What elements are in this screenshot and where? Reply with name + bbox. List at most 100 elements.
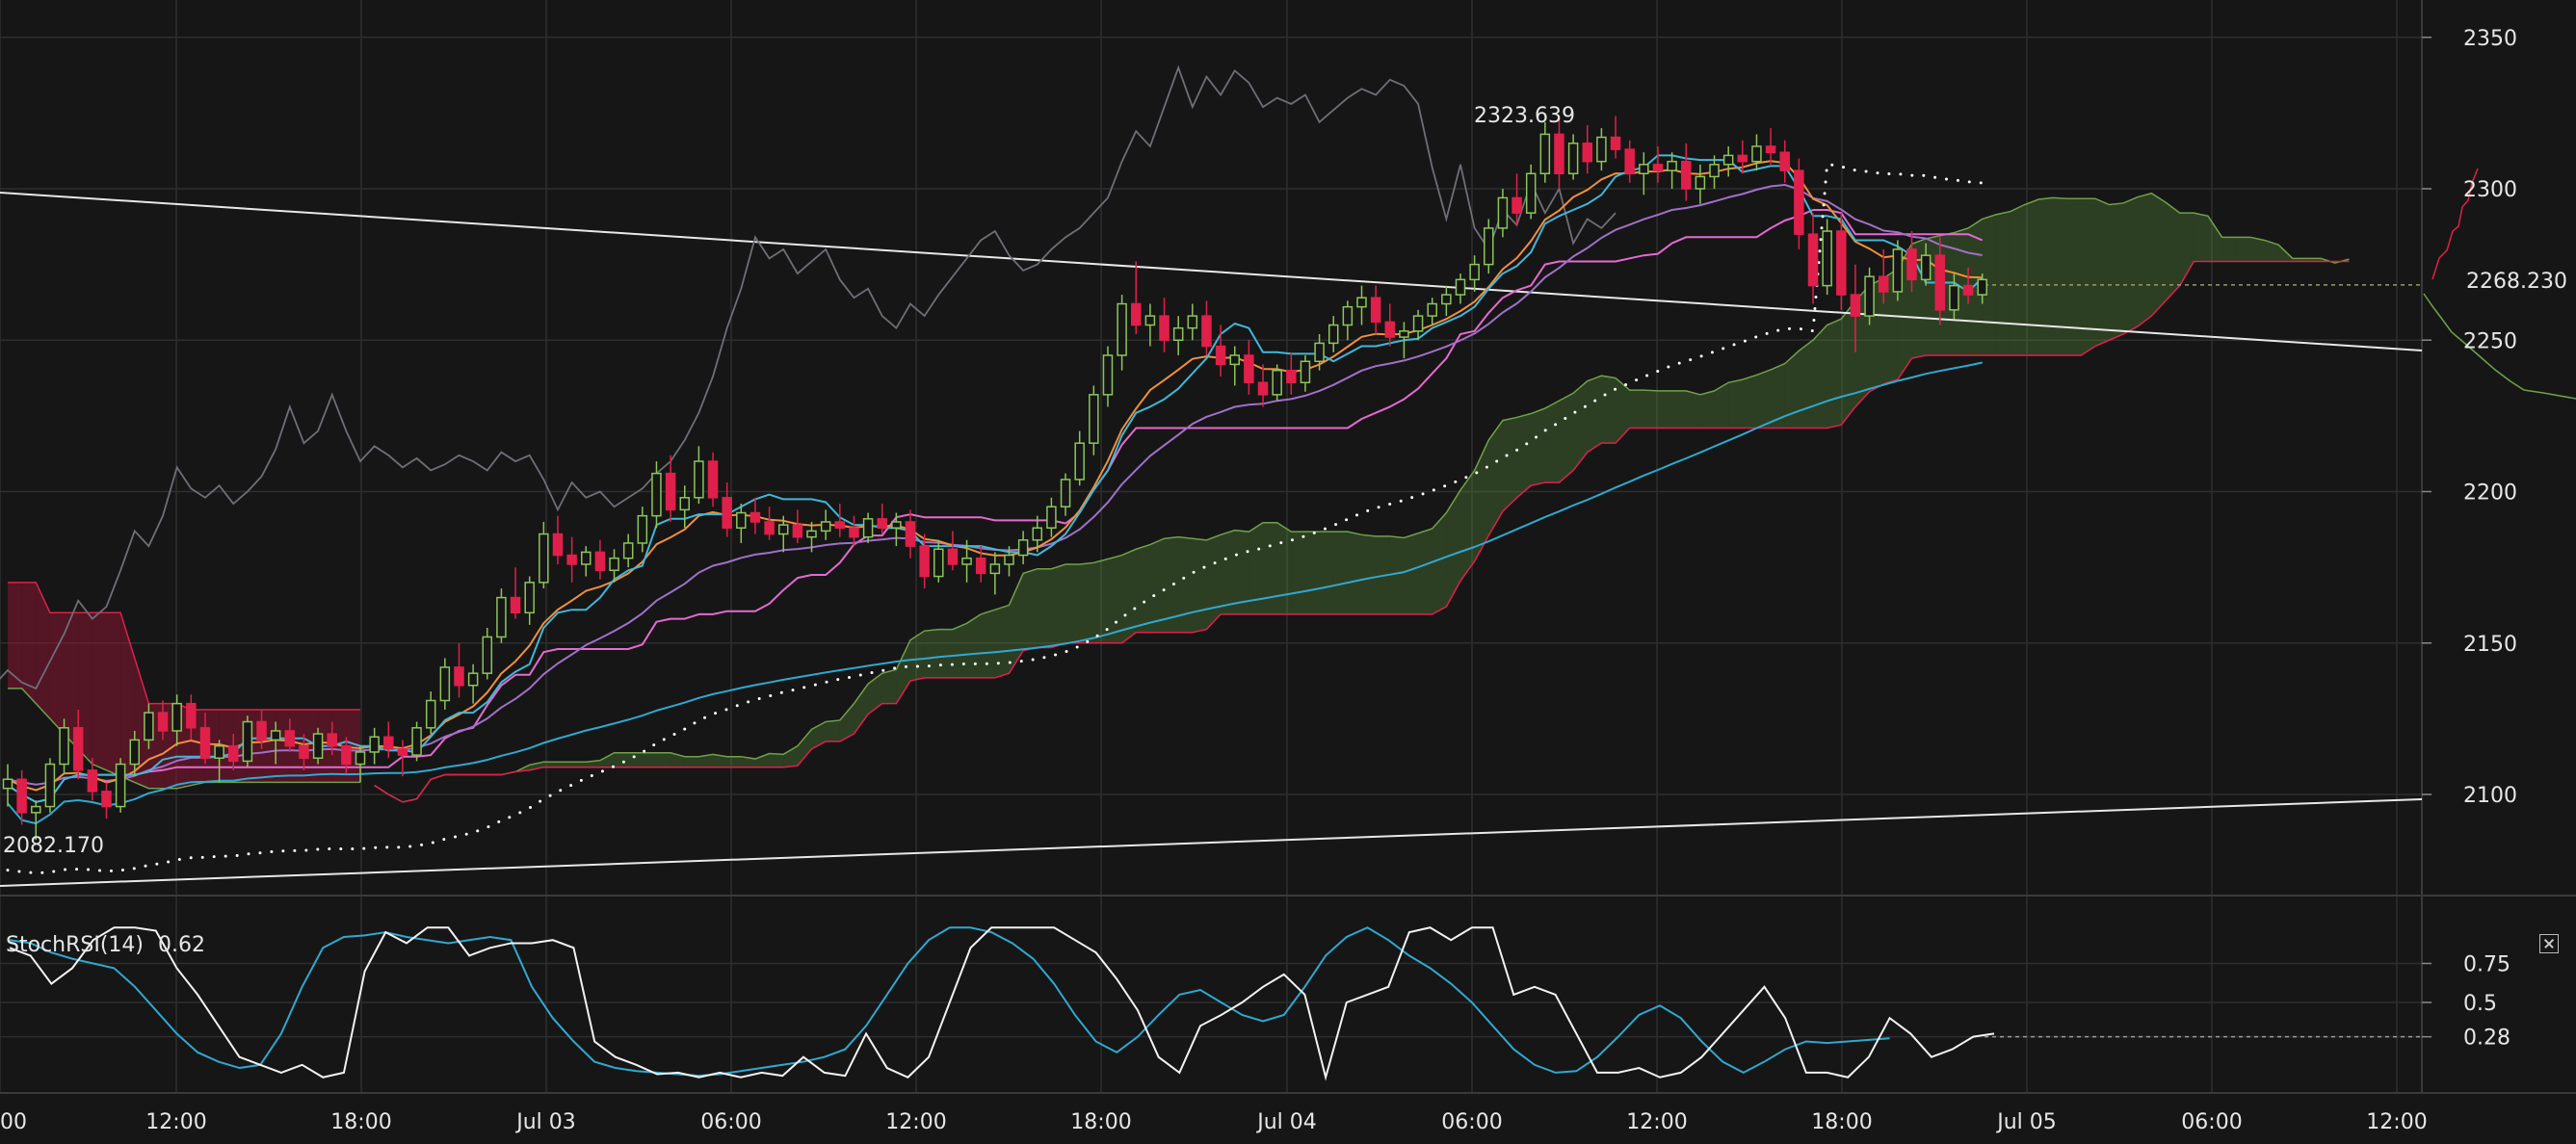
cloud-segment xyxy=(994,605,1010,678)
candle-body xyxy=(1497,196,1509,229)
candle-body xyxy=(933,548,944,578)
candle-body xyxy=(1131,302,1142,326)
cloud-segment xyxy=(106,612,121,777)
candle-body xyxy=(552,533,564,557)
candle-body xyxy=(905,521,916,547)
candle-body xyxy=(679,497,691,511)
cloud-segment xyxy=(261,709,276,783)
candle-body xyxy=(749,511,761,523)
candle-body xyxy=(101,791,112,808)
cloud-segment xyxy=(1742,375,1757,429)
candle-body xyxy=(777,524,789,535)
candle-body xyxy=(1511,196,1522,214)
candle-body xyxy=(355,751,366,766)
candle-body xyxy=(1554,133,1564,175)
cloud-segment xyxy=(1728,379,1743,429)
candle-body xyxy=(736,511,747,529)
candle-body xyxy=(1412,315,1424,332)
cloud-segment xyxy=(2081,198,2095,355)
cloud-segment xyxy=(684,756,699,767)
close-pane-icon[interactable] xyxy=(2539,934,2559,953)
candle-body xyxy=(228,744,239,763)
cloud-segment xyxy=(2010,204,2025,355)
cloud-segment xyxy=(1531,408,1545,486)
stoch-d-line xyxy=(9,926,1890,1078)
time-tick-label: Jul 05 xyxy=(1995,1110,2057,1134)
cloud-segment xyxy=(1404,533,1419,614)
cloud-segment xyxy=(1459,470,1475,582)
cloud-segment xyxy=(910,631,925,682)
cloud-segment xyxy=(1023,568,1038,651)
cloud-segment xyxy=(1629,390,1644,429)
time-tick-label: 00 xyxy=(0,1110,27,1134)
cloud-segment xyxy=(741,756,755,767)
cloud-segment xyxy=(1065,563,1080,643)
cloud-segment xyxy=(1234,530,1249,614)
cloud-segment xyxy=(981,610,995,678)
cloud-segment xyxy=(628,752,643,767)
candle-body xyxy=(947,548,959,565)
cloud-segment xyxy=(1799,340,1814,429)
candle-body xyxy=(115,763,126,808)
candle-body xyxy=(1102,354,1114,396)
cloud-segment xyxy=(1107,555,1122,643)
cloud-segment xyxy=(1573,380,1588,471)
cloud-segment xyxy=(557,762,572,767)
price-tick-label: 2200 xyxy=(2463,481,2517,506)
cloud-segment xyxy=(1192,538,1207,633)
candle-body xyxy=(1046,506,1057,529)
candle-body xyxy=(59,727,69,766)
stoch-tick-label: 0.28 xyxy=(2463,1027,2510,1051)
candle-body xyxy=(891,521,902,529)
cloud-segment xyxy=(2094,198,2110,347)
candle-body xyxy=(256,720,267,741)
time-tick-label: 06:00 xyxy=(700,1110,761,1134)
cloud-segment xyxy=(1686,390,1700,429)
candle-body xyxy=(1836,230,1847,296)
cloud-segment xyxy=(1221,530,1235,614)
candle-body xyxy=(1074,442,1085,481)
candle-body xyxy=(1977,278,1987,296)
candle-body xyxy=(1272,369,1282,396)
cloud-segment xyxy=(783,745,798,767)
candle-body xyxy=(1596,136,1607,163)
candle-body xyxy=(1370,297,1381,324)
cloud-segment xyxy=(938,629,953,678)
candle-body xyxy=(594,551,606,572)
cloud-segment xyxy=(614,752,629,767)
candle-body xyxy=(1610,136,1621,150)
cloud-segment xyxy=(303,709,319,783)
candle-body xyxy=(1384,321,1396,338)
candle-body xyxy=(482,636,493,674)
time-tick-label: 18:00 xyxy=(1070,1110,1131,1134)
price-tick-label: 2300 xyxy=(2463,178,2517,202)
candle-body xyxy=(87,769,98,793)
cloud-segment xyxy=(2249,237,2265,262)
candle-body xyxy=(1920,254,1932,281)
candle-body xyxy=(1822,230,1832,287)
cloud-segment xyxy=(896,639,911,704)
high-price-label: 2323.639 xyxy=(1474,104,1575,128)
cloud-segment xyxy=(1544,401,1560,483)
cloud-segment xyxy=(1657,390,1672,429)
cloud-segment xyxy=(1149,538,1165,633)
cloud-segment xyxy=(797,729,812,767)
cloud-segment xyxy=(571,762,587,767)
axis-overflow-red xyxy=(2431,168,2479,280)
low-price-label: 2082.170 xyxy=(3,834,104,858)
sma-long xyxy=(7,361,1983,825)
candle-body xyxy=(171,702,182,732)
price-tick-label: 2250 xyxy=(2463,329,2517,353)
candle-body xyxy=(792,524,803,538)
candle-body xyxy=(919,545,930,578)
cloud-segment xyxy=(1446,489,1460,608)
cloud-segment xyxy=(1121,549,1137,643)
trend-lines xyxy=(0,168,2576,887)
cloud-segment xyxy=(713,754,727,767)
candle-body xyxy=(72,727,84,771)
candle-body xyxy=(524,582,535,614)
cloud-segment xyxy=(952,623,967,678)
cloud-segment xyxy=(726,756,742,767)
candle-body xyxy=(820,521,831,533)
